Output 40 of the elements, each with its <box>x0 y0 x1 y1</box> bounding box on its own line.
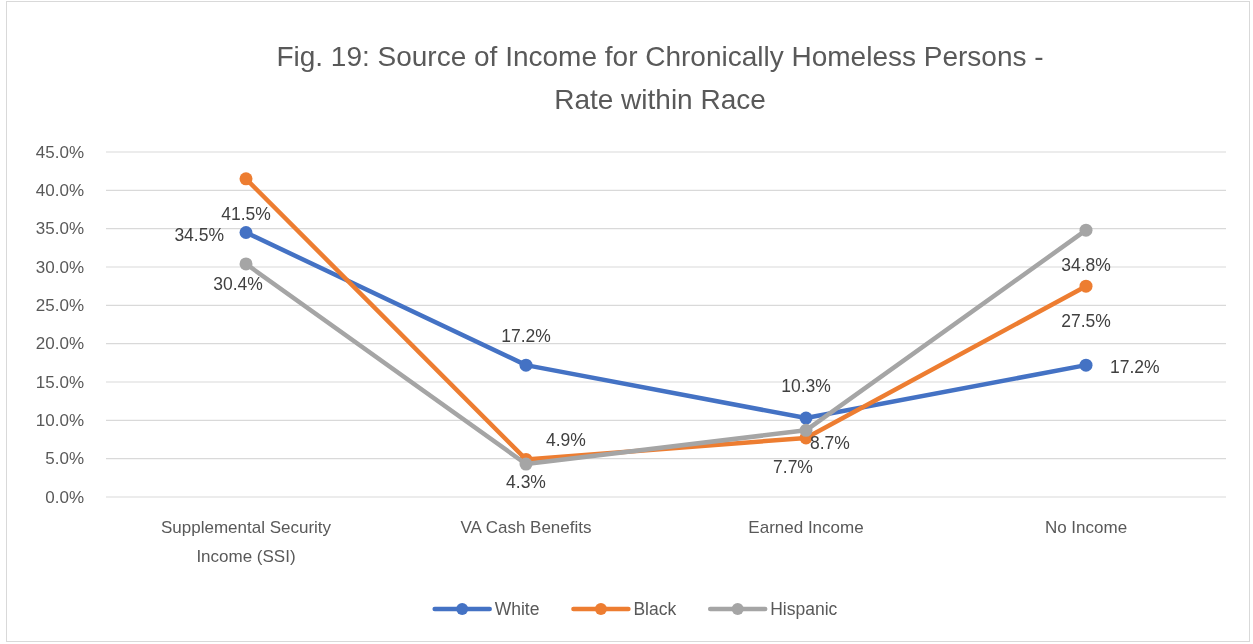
point <box>239 257 253 271</box>
y-tick-label: 20.0% <box>35 334 84 354</box>
point <box>1079 223 1093 237</box>
x-tick-label: VA Cash Benefits <box>460 517 592 537</box>
point <box>799 411 813 425</box>
legend-label: White <box>494 599 540 619</box>
data-label: 27.5% <box>1061 311 1111 332</box>
chart-title: Fig. 19: Source of Income for Chronically Homeless Persons - Rate within Race <box>276 40 1044 115</box>
point <box>239 172 253 186</box>
data-label: 41.5% <box>221 203 271 224</box>
y-tick-label: 25.0% <box>35 295 84 315</box>
data-label: 10.3% <box>781 376 831 397</box>
legend-label: Hispanic <box>770 599 838 619</box>
data-label: 4.9% <box>546 430 586 451</box>
data-label: 4.3% <box>506 472 546 493</box>
x-tick-label: Supplemental Security Income (SSI) <box>160 517 332 566</box>
y-tick-label: 15.0% <box>35 372 84 392</box>
point <box>1079 279 1093 293</box>
data-label: 34.5% <box>174 224 224 245</box>
y-tick-label: 40.0% <box>35 180 84 200</box>
y-tick-label: 30.0% <box>35 257 84 277</box>
y-tick-label: 45.0% <box>35 142 84 162</box>
point <box>519 457 533 471</box>
y-tick-label: 35.0% <box>35 219 84 239</box>
y-tick-label: 0.0% <box>45 487 84 507</box>
y-tick-label: 10.0% <box>35 410 84 430</box>
x-tick-label: Earned Income <box>748 517 864 537</box>
point <box>799 423 813 437</box>
data-label: 17.2% <box>501 326 551 347</box>
data-label: 7.7% <box>773 456 813 477</box>
data-label: 30.4% <box>213 273 263 294</box>
y-tick-label: 5.0% <box>45 449 84 469</box>
point <box>1079 358 1093 372</box>
data-label: 8.7% <box>810 433 850 454</box>
legend-label: Black <box>633 599 677 619</box>
data-label: 17.2% <box>1110 357 1160 378</box>
data-label: 34.8% <box>1061 255 1111 276</box>
point <box>519 358 533 372</box>
x-tick-label: No Income <box>1044 517 1128 537</box>
point <box>239 226 253 239</box>
